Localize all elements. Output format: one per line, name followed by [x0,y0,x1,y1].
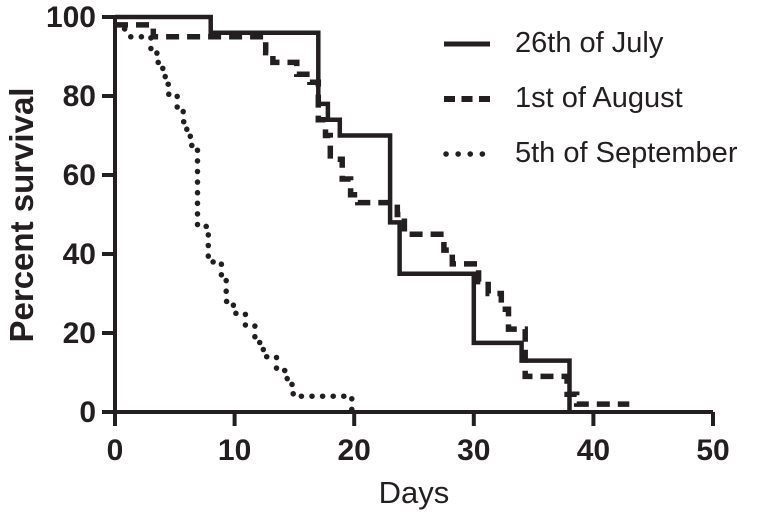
x-tick-label: 30 [457,434,490,467]
x-axis-label: Days [378,475,450,510]
y-tick-label: 60 [63,159,96,192]
y-tick-label: 20 [63,317,96,350]
legend-label: 26th of July [515,27,664,59]
legend-label: 5th of September [515,137,738,169]
x-tick-label: 50 [696,434,729,467]
y-tick-label: 80 [63,80,96,113]
legend: 26th of July 1st of August 5th of Septem… [443,16,737,181]
legend-label: 1st of August [515,82,683,114]
legend-item-26th-of-july: 26th of July [443,16,737,71]
legend-item-1st-of-august: 1st of August [443,71,737,126]
y-tick-label: 40 [63,238,96,271]
dashed-line-icon [444,95,491,102]
dotted-line-icon [443,150,491,157]
x-tick-label: 0 [107,434,124,467]
series-curve-5th-of-september [121,26,355,413]
legend-item-5th-of-september: 5th of September [443,126,737,181]
y-tick-label: 100 [46,1,96,34]
y-tick-label: 0 [79,396,96,429]
x-tick-label: 10 [218,434,251,467]
x-tick-label: 40 [577,434,610,467]
y-axis-label: Percent survival [3,87,40,343]
series-curve-26th-of-july [115,14,572,412]
solid-line-icon [444,41,490,46]
x-tick-label: 20 [338,434,371,467]
